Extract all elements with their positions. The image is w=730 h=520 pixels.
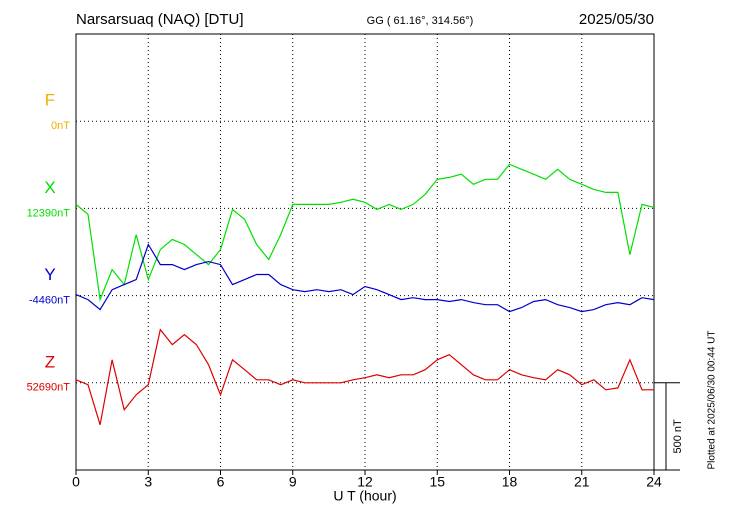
series-line [75,163,655,302]
plot-frame [75,33,655,471]
x-axis-label: U T (hour) [333,488,396,504]
baseline-label: 12390nT [27,207,71,219]
x-tick-label: 0 [72,474,80,490]
baseline-label: 52690nT [27,382,71,394]
series-name: Z [45,352,55,371]
chart-subtitle: GG ( 61.16°, 314.56°) [367,15,474,27]
x-tick-label: 24 [646,474,662,490]
series-name: X [44,178,55,197]
series-line [75,328,654,425]
series-line [75,243,655,313]
x-tick-label: 6 [217,474,225,490]
chart-date: 2025/05/30 [579,11,654,28]
x-tick-label: 9 [289,474,297,490]
series-name: F [45,91,55,110]
x-tick-label: 3 [144,474,152,490]
x-tick-label: 18 [502,474,518,490]
x-tick-label: 12 [357,474,373,490]
x-tick-label: 21 [574,474,590,490]
baseline-label: -4460nT [29,295,70,307]
x-tick-label: 15 [429,474,445,490]
series-name: Y [44,265,55,284]
chart-title: Narsarsuaq (NAQ) [DTU] [76,11,244,28]
baseline-label: 0nT [51,120,70,132]
plot-note: Plotted at 2025/06/30 00:44 UT [707,331,718,470]
scale-bar-label: 500 nT [672,419,684,454]
